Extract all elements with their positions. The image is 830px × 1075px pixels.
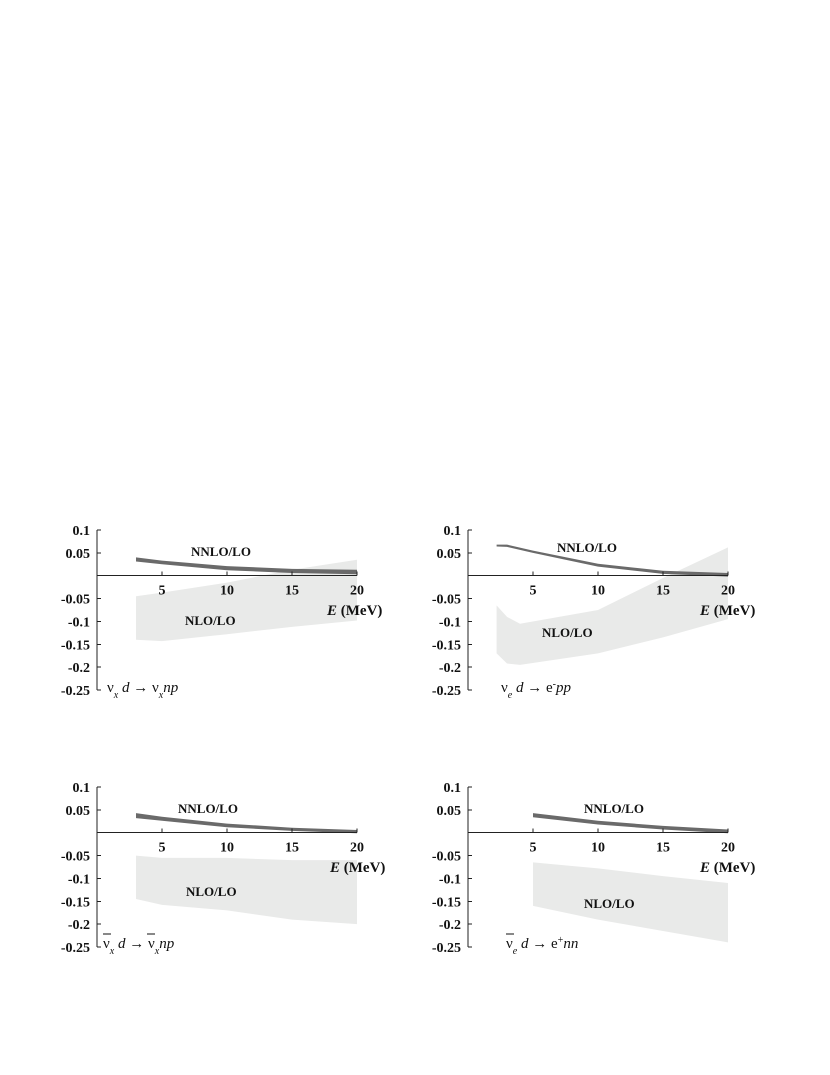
series-label-nlo: NLO/LO	[542, 625, 593, 640]
reaction-label: νe d → e-pp	[501, 679, 572, 701]
x-axis-unit: (MeV)	[340, 860, 385, 876]
series-label-nnlo: NNLO/LO	[178, 801, 238, 816]
x-tick-label: 5	[159, 841, 166, 856]
y-tick-label: -0.15	[432, 638, 461, 653]
chart-panel-top-left: 0.1 0.05 -0.05 -0.1 -0.15 -0.2 -0.25 5 10 15 20 E (…	[61, 524, 383, 701]
series-label-nlo: NLO/LO	[185, 613, 236, 628]
chart-panel-top-right: 0.1 0.05 -0.05 -0.1 -0.15 -0.2 -0.25 5 10 15 20 E (…	[432, 524, 756, 701]
y-tick-label: -0.2	[68, 918, 90, 933]
y-tick-label: -0.25	[61, 684, 90, 699]
x-tick-label: 20	[721, 841, 735, 856]
y-tick-label: -0.25	[432, 941, 461, 956]
x-tick-label: 20	[350, 841, 364, 856]
x-tick-label: 20	[350, 584, 364, 599]
x-tick-label: 20	[721, 584, 735, 599]
reaction-label: νx d → νxnp	[103, 936, 175, 957]
x-axis-variable: E	[699, 860, 710, 876]
series-label-nlo: NLO/LO	[584, 896, 635, 911]
nlo-band	[136, 559, 357, 642]
x-tick-label: 15	[656, 841, 670, 856]
series-label-nnlo: NNLO/LO	[584, 801, 644, 816]
x-axis-label: E (MeV)	[326, 603, 382, 619]
nlo-band	[533, 862, 728, 943]
x-tick-label: 10	[220, 841, 234, 856]
x-tick-label: 5	[159, 584, 166, 599]
y-tick-label: -0.2	[439, 661, 461, 676]
x-axis-variable: E	[699, 603, 710, 619]
nnlo-band	[533, 813, 728, 834]
x-axis-variable: E	[329, 860, 340, 876]
y-tick-label: -0.25	[432, 684, 461, 699]
nnlo-band	[496, 544, 728, 577]
y-tick-label: -0.05	[432, 850, 461, 865]
y-tick-label: 0.1	[444, 781, 462, 796]
y-tick-label: -0.1	[68, 615, 90, 630]
y-tick-label: -0.2	[68, 661, 90, 676]
y-tick-label: -0.15	[61, 895, 90, 910]
y-tick-label: 0.05	[66, 804, 91, 819]
y-tick-label: -0.1	[439, 615, 461, 630]
y-tick-label: 0.05	[66, 547, 91, 562]
x-axis-unit: (MeV)	[337, 603, 382, 619]
x-axis-label: E (MeV)	[699, 860, 755, 876]
x-axis-unit: (MeV)	[710, 860, 755, 876]
y-tick-label: 0.05	[437, 547, 462, 562]
series-label-nnlo: NNLO/LO	[191, 544, 251, 559]
nnlo-band	[136, 813, 357, 834]
x-tick-label: 10	[591, 841, 605, 856]
y-tick-label: 0.05	[437, 804, 462, 819]
nlo-band	[136, 855, 357, 925]
x-tick-label: 5	[530, 841, 537, 856]
nlo-band	[496, 547, 728, 665]
y-tick-label: -0.2	[439, 918, 461, 933]
x-axis-variable: E	[326, 603, 337, 619]
chart-panel-bottom-left: 0.1 0.05 -0.05 -0.1 -0.15 -0.2 -0.25 5 10 15 20 E (…	[61, 781, 386, 957]
y-tick-label: 0.1	[444, 524, 462, 539]
y-tick-label: -0.25	[61, 941, 90, 956]
x-tick-label: 5	[530, 584, 537, 599]
y-tick-label: 0.1	[73, 781, 91, 796]
x-tick-label: 10	[591, 584, 605, 599]
y-tick-label: -0.15	[432, 895, 461, 910]
nnlo-band	[136, 557, 357, 575]
chart-panel-bottom-right: 0.1 0.05 -0.05 -0.1 -0.15 -0.2 -0.25 5 10 15 20 E (…	[432, 781, 756, 957]
series-label-nnlo: NNLO/LO	[557, 540, 617, 555]
y-tick-label: -0.1	[68, 872, 90, 887]
reaction-label: νe d → e+nn	[506, 935, 578, 957]
y-tick-label: -0.1	[439, 872, 461, 887]
x-axis-unit: (MeV)	[710, 603, 755, 619]
reaction-label: νx d → νxnp	[107, 680, 179, 701]
x-tick-label: 15	[656, 584, 670, 599]
series-label-nlo: NLO/LO	[186, 884, 237, 899]
y-tick-label: -0.15	[61, 638, 90, 653]
x-tick-label: 10	[220, 584, 234, 599]
x-tick-label: 15	[285, 841, 299, 856]
x-axis-label: E (MeV)	[699, 603, 755, 619]
y-tick-label: -0.05	[61, 593, 90, 608]
y-tick-label: 0.1	[73, 524, 91, 539]
x-tick-label: 15	[285, 584, 299, 599]
x-axis-label: E (MeV)	[329, 860, 385, 876]
y-tick-label: -0.05	[61, 850, 90, 865]
y-tick-label: -0.05	[432, 593, 461, 608]
